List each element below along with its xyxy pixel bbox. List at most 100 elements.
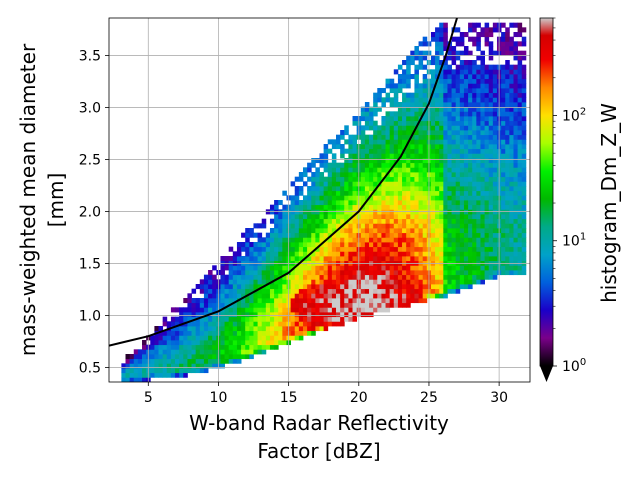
- heatmap-cell: [455, 144, 461, 150]
- heatmap-cell: [443, 176, 448, 182]
- heatmap-cell: [269, 256, 275, 262]
- heatmap-cell: [521, 116, 527, 122]
- heatmap-cell: [393, 134, 399, 140]
- heatmap-cell: [340, 190, 345, 196]
- heatmap-cell: [501, 111, 506, 117]
- heatmap-cell: [422, 200, 428, 206]
- heatmap-cell: [377, 279, 382, 285]
- heatmap-cell: [369, 214, 374, 220]
- heatmap-cell: [274, 251, 279, 257]
- heatmap-cell: [381, 88, 386, 94]
- heatmap-cell: [282, 284, 287, 290]
- heatmap-cell: [203, 293, 209, 299]
- heatmap-cell: [298, 246, 304, 252]
- heatmap-cell: [451, 223, 457, 229]
- heatmap-cell: [410, 92, 415, 98]
- heatmap-cell: [373, 172, 378, 178]
- heatmap-cell: [369, 190, 374, 196]
- heatmap-cell: [203, 349, 209, 355]
- heatmap-cell: [410, 256, 415, 262]
- heatmap-cell: [212, 354, 217, 360]
- heatmap-cell: [265, 307, 271, 313]
- heatmap-cell: [298, 237, 304, 243]
- heatmap-cell: [418, 256, 424, 262]
- heatmap-cell: [393, 153, 399, 159]
- heatmap-cell: [484, 97, 490, 103]
- heatmap-cell: [265, 330, 271, 336]
- heatmap-cell: [389, 78, 395, 84]
- heatmap-cell: [513, 88, 519, 94]
- heatmap-cell: [513, 214, 519, 220]
- heatmap-cell: [439, 97, 444, 103]
- heatmap-cell: [439, 27, 444, 33]
- heatmap-cell: [298, 293, 304, 299]
- heatmap-cell: [294, 335, 300, 341]
- heatmap-cell: [410, 144, 415, 150]
- heatmap-cell: [360, 246, 366, 252]
- heatmap-cell: [488, 134, 494, 140]
- heatmap-cell: [352, 246, 358, 252]
- heatmap-cell: [348, 237, 353, 243]
- heatmap-cell: [468, 106, 473, 112]
- heatmap-cell: [344, 279, 349, 285]
- heatmap-cell: [393, 186, 399, 192]
- heatmap-cell: [290, 321, 296, 327]
- heatmap-cell: [472, 97, 477, 103]
- heatmap-cell: [439, 237, 444, 243]
- heatmap-cell: [265, 237, 271, 243]
- heatmap-cell: [418, 265, 424, 271]
- heatmap-cell: [331, 204, 337, 210]
- heatmap-cell: [344, 251, 349, 257]
- heatmap-cell: [249, 232, 254, 238]
- heatmap-cell: [377, 153, 382, 159]
- heatmap-cell: [179, 358, 184, 364]
- heatmap-cell: [187, 316, 192, 322]
- heatmap-cell: [344, 209, 349, 215]
- heatmap-cell: [360, 116, 366, 122]
- heatmap-cell: [212, 279, 217, 285]
- heatmap-cell: [195, 321, 201, 327]
- heatmap-cell: [484, 41, 490, 47]
- heatmap-cell: [463, 172, 469, 178]
- heatmap-cell: [377, 232, 382, 238]
- heatmap-cell: [509, 195, 514, 201]
- heatmap-cell: [265, 265, 271, 271]
- heatmap-cell: [406, 298, 411, 304]
- heatmap-cell: [336, 279, 341, 285]
- heatmap-cell: [307, 204, 312, 210]
- heatmap-cell: [253, 251, 258, 257]
- heatmap-cell: [142, 354, 147, 360]
- heatmap-cell: [311, 158, 316, 164]
- heatmap-cell: [389, 298, 395, 304]
- heatmap-cell: [340, 209, 345, 215]
- heatmap-cell: [315, 167, 320, 173]
- heatmap-cell: [488, 209, 494, 215]
- heatmap-cell: [381, 153, 386, 159]
- heatmap-cell: [340, 153, 345, 159]
- heatmap-cell: [348, 307, 353, 313]
- heatmap-cell: [472, 209, 477, 215]
- heatmap-cell: [422, 130, 428, 136]
- heatmap-cell: [352, 162, 358, 168]
- heatmap-cell: [319, 228, 325, 234]
- heatmap-cell: [480, 167, 485, 173]
- heatmap-cell: [468, 139, 473, 145]
- heatmap-cell: [220, 302, 225, 308]
- heatmap-cell: [154, 344, 159, 350]
- heatmap-cell: [331, 232, 337, 238]
- heatmap-cell: [393, 162, 399, 168]
- heatmap-cell: [414, 83, 419, 89]
- heatmap-cell: [501, 204, 506, 210]
- heatmap-cell: [311, 316, 316, 322]
- heatmap-cell: [195, 363, 201, 369]
- heatmap-cell: [249, 326, 254, 332]
- heatmap-cell: [352, 172, 358, 178]
- heatmap-cell: [179, 335, 184, 341]
- heatmap-cell: [393, 181, 399, 187]
- heatmap-cell: [410, 274, 415, 280]
- heatmap-cell: [369, 176, 374, 182]
- heatmap-cell: [364, 120, 370, 126]
- heatmap-cell: [331, 144, 337, 150]
- heatmap-cell: [364, 274, 370, 280]
- heatmap-cell: [397, 209, 403, 215]
